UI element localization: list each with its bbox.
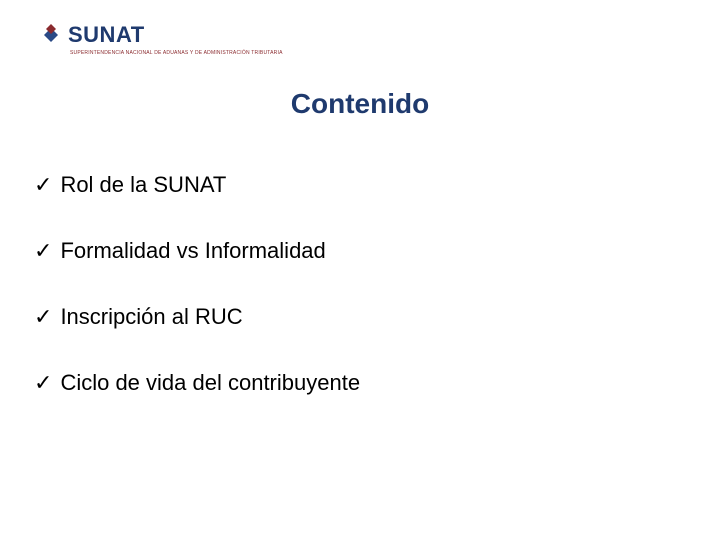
list-item-label: Ciclo de vida del contribuyente	[60, 370, 360, 396]
list-item-label: Rol de la SUNAT	[60, 172, 226, 198]
list-item: ✓ Rol de la SUNAT	[34, 172, 680, 198]
logo-subline: SUPERINTENDENCIA NACIONAL DE ADUANAS Y D…	[70, 50, 680, 56]
content-list: ✓ Rol de la SUNAT ✓ Formalidad vs Inform…	[34, 172, 680, 396]
list-item-label: Formalidad vs Informalidad	[60, 238, 325, 264]
check-icon: ✓	[34, 304, 52, 330]
check-icon: ✓	[34, 370, 52, 396]
list-item-label: Inscripción al RUC	[60, 304, 242, 330]
list-item: ✓ Ciclo de vida del contribuyente	[34, 370, 680, 396]
logo-brand-text: SUNAT	[68, 24, 145, 46]
check-icon: ✓	[34, 238, 52, 264]
sunat-diamond-icon	[38, 22, 64, 48]
check-icon: ✓	[34, 172, 52, 198]
list-item: ✓ Formalidad vs Informalidad	[34, 238, 680, 264]
logo: SUNAT	[38, 22, 680, 48]
list-item: ✓ Inscripción al RUC	[34, 304, 680, 330]
page-title: Contenido	[40, 88, 680, 120]
slide: SUNAT SUPERINTENDENCIA NACIONAL DE ADUAN…	[0, 0, 720, 540]
